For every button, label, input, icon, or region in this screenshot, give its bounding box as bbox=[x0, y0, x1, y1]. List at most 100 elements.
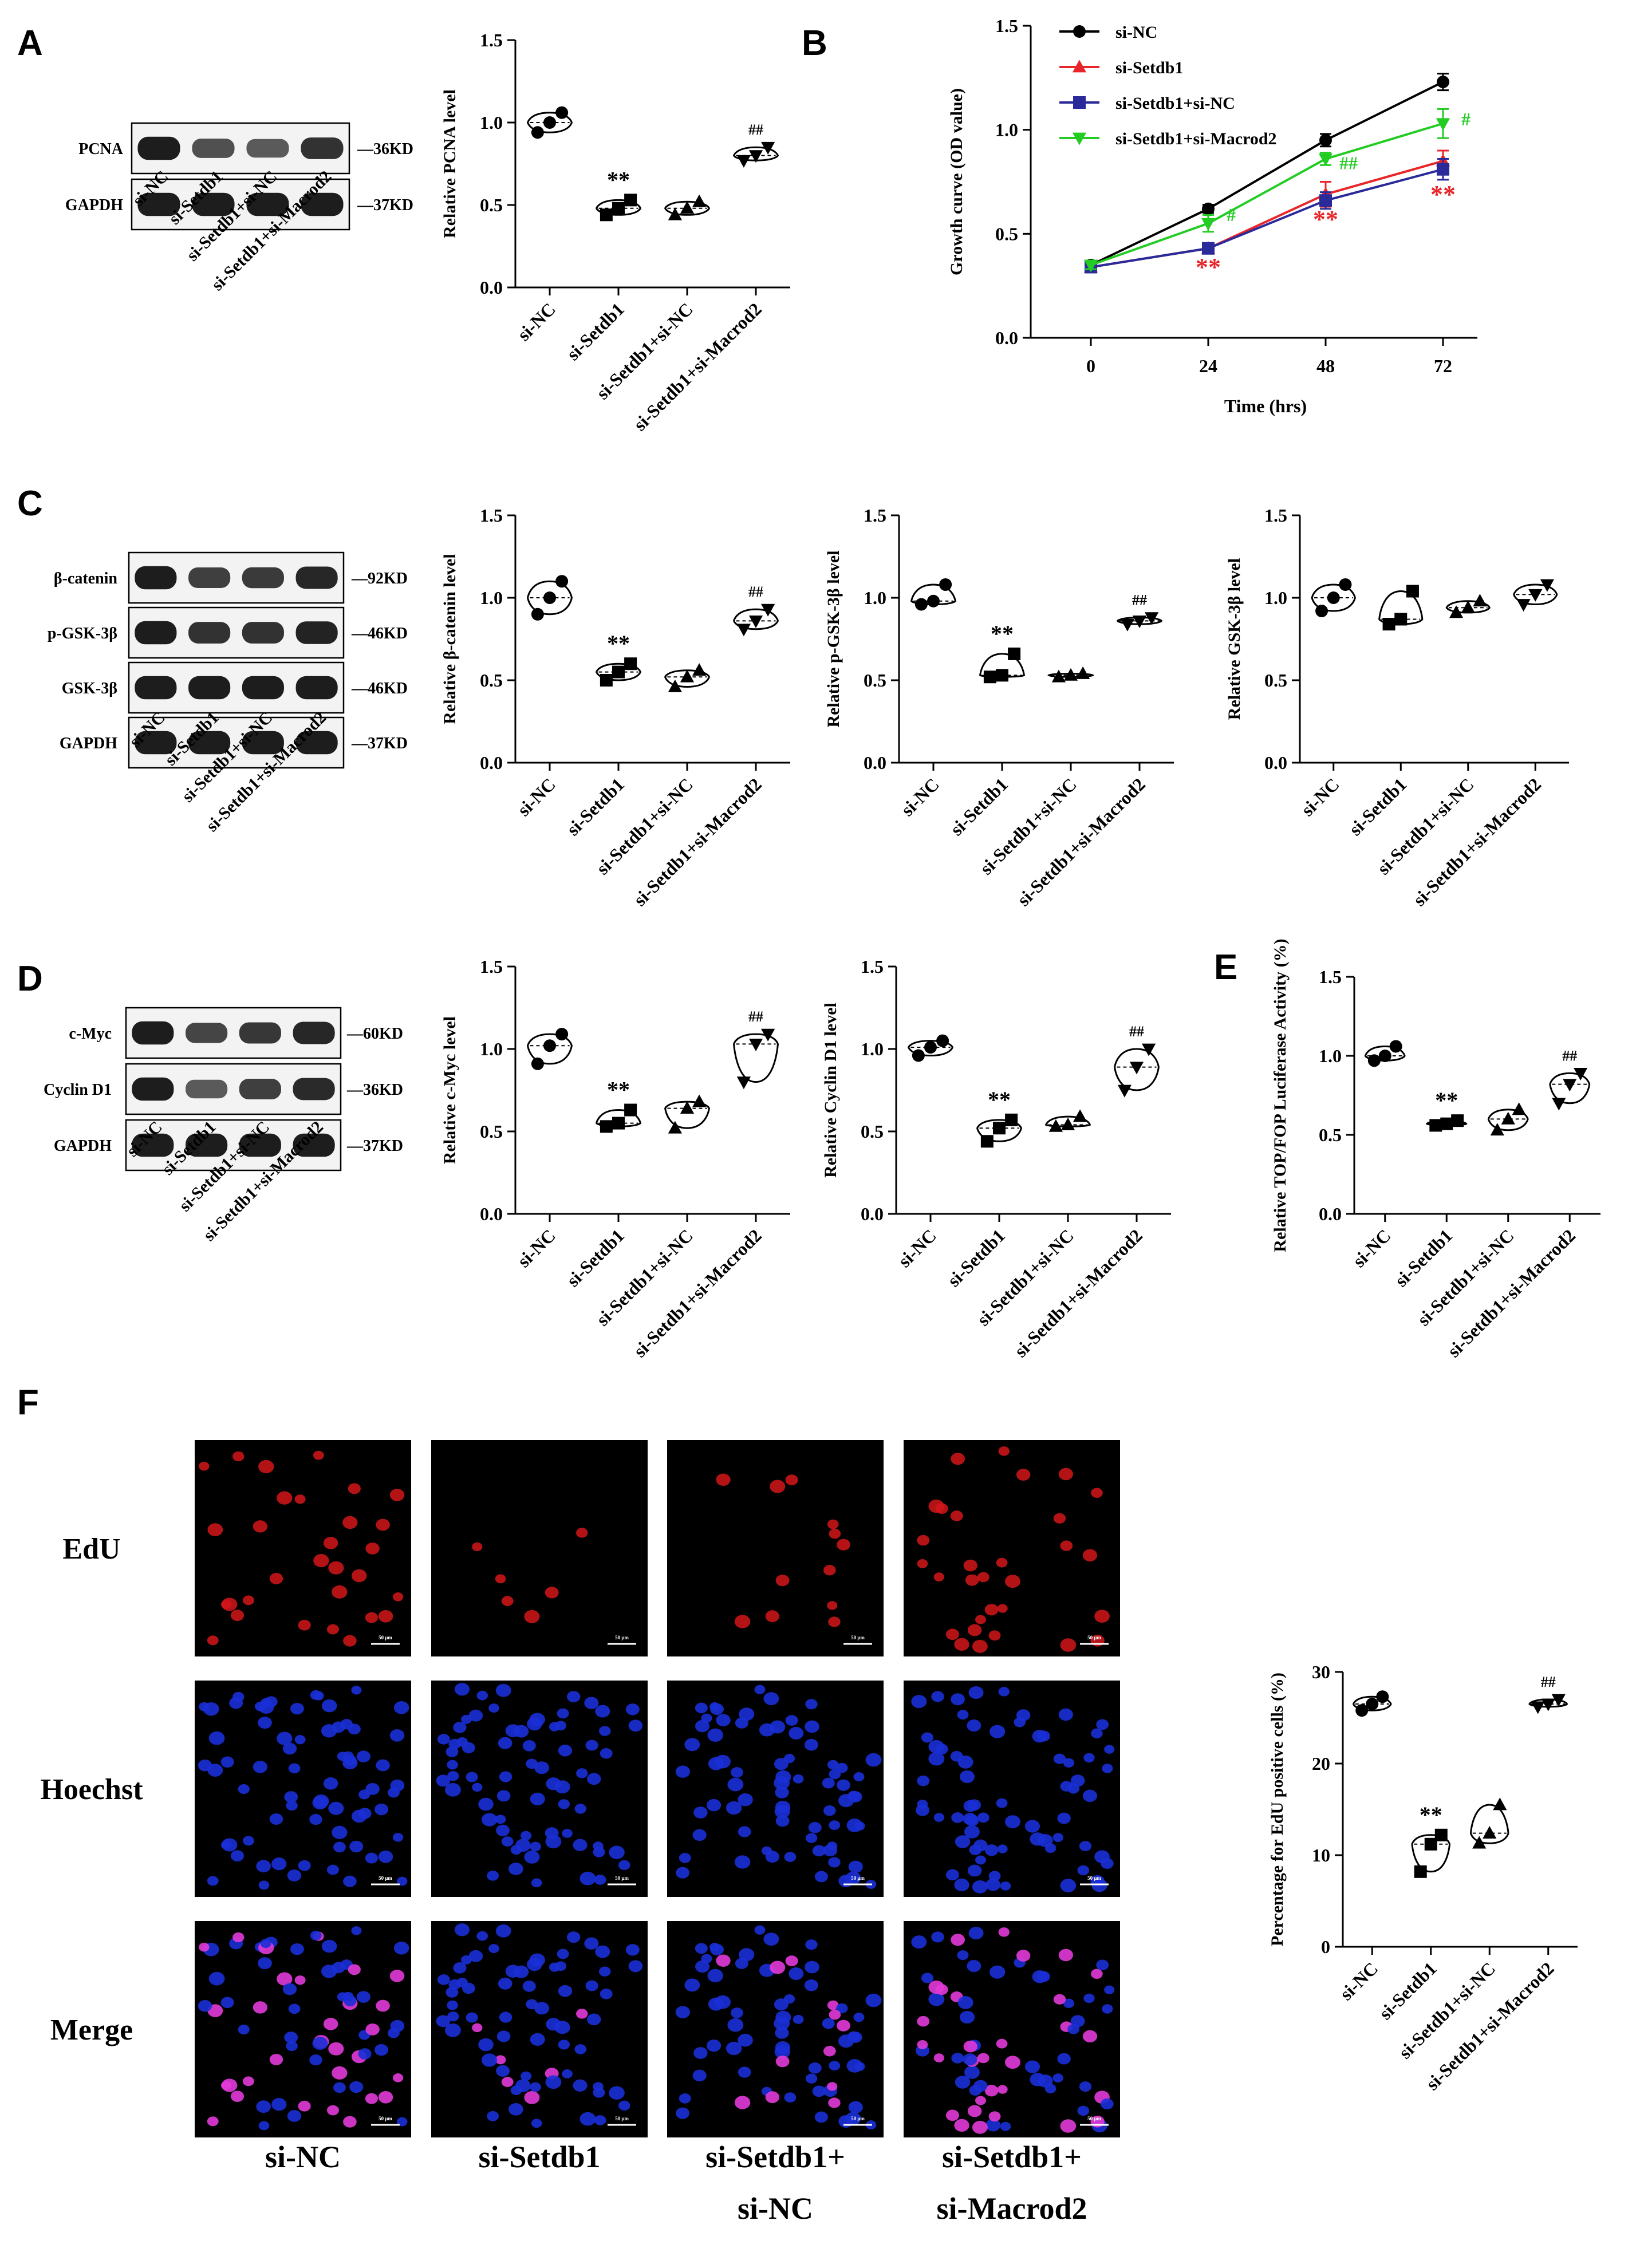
data-point bbox=[1493, 1797, 1507, 1811]
nucleus-merge bbox=[321, 1939, 337, 1953]
nucleus-hoechst bbox=[945, 1869, 959, 1881]
nucleus-merge bbox=[253, 2001, 267, 2014]
scale-bar-label: 50 μm bbox=[851, 2116, 865, 2121]
legend-label: si-Setdb1 bbox=[1115, 58, 1183, 77]
nucleus-merge bbox=[684, 1978, 700, 1992]
significance-mark: ** bbox=[1420, 1802, 1442, 1828]
data-point bbox=[736, 624, 751, 637]
blot-band bbox=[186, 1079, 228, 1099]
significance-mark: ## bbox=[748, 121, 763, 138]
nucleus-merge bbox=[496, 2030, 511, 2042]
significance-mark: ## bbox=[1562, 1047, 1577, 1064]
nucleus-merge bbox=[566, 1931, 581, 1943]
blot-row-label: c-Myc bbox=[69, 1025, 112, 1043]
nucleus-merge bbox=[996, 2038, 1008, 2049]
nucleus-hoechst bbox=[447, 1771, 459, 1781]
nucleus-edu bbox=[242, 1595, 254, 1606]
nucleus-merge bbox=[1024, 2060, 1040, 2073]
nucleus-hoechst bbox=[332, 1825, 348, 1839]
x-tick-label: si-Setdb1+si-Macrod2 bbox=[629, 298, 766, 435]
nucleus-merge bbox=[812, 2085, 826, 2097]
violin-shape bbox=[596, 1109, 641, 1127]
nucleus-edu bbox=[954, 1638, 969, 1651]
nucleus-merge bbox=[945, 2109, 959, 2121]
nucleus-edu bbox=[984, 1604, 999, 1616]
nucleus-edu bbox=[328, 1561, 344, 1575]
data-point bbox=[1483, 1825, 1497, 1839]
violin-chart-E-topfop: 0.0 0.5 1.0 1.5 Relative TOP/FOP Luciferase … bbox=[1271, 938, 1600, 1361]
nucleus-merge bbox=[609, 2086, 625, 2100]
x-tick-label: si-Setdb1+si-Macrod2 bbox=[1409, 774, 1545, 910]
nucleus-merge bbox=[829, 2061, 841, 2071]
data-point bbox=[1437, 76, 1449, 89]
x-tick-label: si-Setdb1 bbox=[1390, 1225, 1456, 1291]
scale-bar-label: 50 μm bbox=[851, 1635, 865, 1640]
nucleus-merge bbox=[390, 2019, 405, 2032]
data-point bbox=[761, 141, 775, 155]
nucleus-merge bbox=[534, 2002, 550, 2015]
line-chart-growth: 0.0 0.5 1.0 1.5 Growth curve (OD value) 0 24 48… bbox=[947, 15, 1477, 416]
nucleus-hoechst bbox=[594, 1875, 606, 1885]
significance-mark: ## bbox=[748, 1008, 763, 1025]
nucleus-hoechst bbox=[917, 1775, 930, 1786]
data-point bbox=[624, 657, 637, 670]
blot-row-label: β-catenin bbox=[54, 570, 118, 587]
nucleus-merge bbox=[822, 2018, 835, 2029]
nucleus-merge bbox=[997, 2085, 1008, 2094]
y-tick-label: 1.0 bbox=[480, 1039, 503, 1059]
nucleus-edu bbox=[207, 1635, 219, 1646]
nucleus-edu bbox=[253, 1520, 267, 1533]
nucleus-hoechst bbox=[487, 1870, 499, 1881]
blot-size-label: —46KD bbox=[351, 625, 408, 642]
violin-shape bbox=[979, 653, 1025, 678]
data-point bbox=[1339, 578, 1352, 591]
nucleus-hoechst bbox=[928, 1752, 945, 1766]
nucleus-merge bbox=[977, 2053, 989, 2064]
legend-marker bbox=[1072, 132, 1087, 145]
blot-row-label: p-GSK-3β bbox=[48, 625, 117, 642]
nucleus-hoechst bbox=[466, 1772, 478, 1782]
y-tick-label: 1.0 bbox=[861, 1039, 884, 1059]
nucleus-hoechst bbox=[1053, 1753, 1066, 1764]
nucleus-hoechst bbox=[358, 1808, 372, 1819]
nucleus-merge bbox=[365, 2024, 380, 2036]
data-point bbox=[1376, 1690, 1389, 1703]
y-tick-label: 0.0 bbox=[480, 752, 503, 773]
nucleus-merge bbox=[984, 2085, 999, 2097]
blot-band bbox=[137, 136, 180, 160]
nucleus-merge bbox=[754, 1925, 766, 1935]
nucleus-merge bbox=[784, 1994, 795, 2004]
blot-band bbox=[132, 1021, 174, 1045]
nucleus-merge bbox=[1000, 2121, 1011, 2131]
data-point bbox=[912, 1049, 925, 1062]
nucleus-edu bbox=[1094, 1610, 1110, 1623]
x-axis-label: Time (hrs) bbox=[1224, 396, 1307, 416]
nucleus-edu bbox=[765, 1610, 779, 1622]
nucleus-merge bbox=[928, 1980, 944, 1994]
y-tick-label: 0.5 bbox=[1264, 670, 1287, 691]
nucleus-hoechst bbox=[454, 1683, 470, 1696]
nucleus-edu bbox=[965, 1574, 979, 1586]
nucleus-hoechst bbox=[972, 1880, 988, 1894]
nucleus-merge bbox=[585, 1980, 598, 1991]
nucleus-hoechst bbox=[376, 1759, 390, 1772]
violin-shape bbox=[1549, 1072, 1591, 1105]
data-point bbox=[692, 194, 707, 207]
nucleus-hoechst bbox=[600, 1748, 613, 1759]
nucleus-merge bbox=[348, 1964, 361, 1975]
nucleus-edu bbox=[998, 1446, 1010, 1456]
nucleus-merge bbox=[522, 1981, 536, 1992]
nucleus-merge bbox=[701, 1954, 712, 1963]
nucleus-hoechst bbox=[814, 1871, 828, 1883]
nucleus-merge bbox=[476, 1931, 488, 1941]
data-point bbox=[1501, 1111, 1515, 1125]
nucleus-merge bbox=[847, 2031, 860, 2042]
x-tick-label: si-Setdb1 bbox=[946, 774, 1012, 839]
nucleus-merge bbox=[693, 2047, 708, 2059]
nucleus-merge bbox=[332, 2066, 348, 2080]
x-tick-label: si-NC bbox=[1335, 1958, 1382, 2004]
nucleus-edu bbox=[199, 1461, 210, 1471]
data-point bbox=[668, 679, 682, 692]
nucleus-merge bbox=[921, 1973, 934, 1983]
